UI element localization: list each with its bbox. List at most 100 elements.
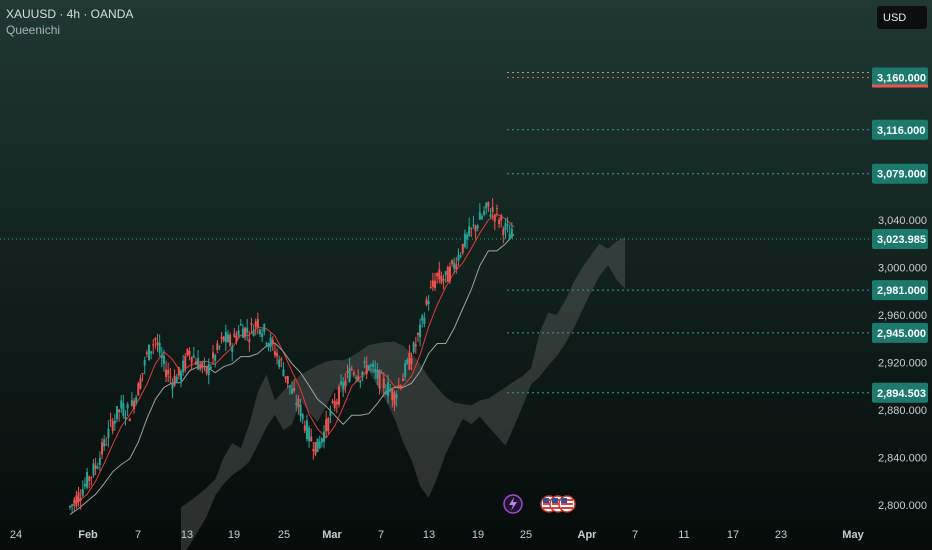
- candle-body: [474, 225, 477, 232]
- level-tag-label: 3,116.000: [877, 125, 925, 137]
- candle-body: [295, 403, 298, 405]
- candle-body: [406, 359, 409, 364]
- current-price-label: 3,023.985: [877, 234, 926, 246]
- candle-body: [504, 223, 507, 230]
- candle-body: [378, 370, 381, 389]
- candle-body: [337, 386, 340, 405]
- candle-body: [508, 234, 511, 240]
- flag-stripe: [561, 507, 573, 509]
- candle-body: [320, 438, 323, 443]
- candle-body: [86, 472, 89, 488]
- candle-body: [145, 352, 148, 354]
- candle-body: [173, 375, 176, 386]
- candle-body: [387, 382, 390, 396]
- candle-body: [498, 219, 501, 224]
- candle-body: [156, 342, 159, 346]
- candle-body: [348, 367, 351, 382]
- candle-body: [73, 499, 76, 504]
- candle-body: [303, 425, 306, 431]
- candle-body: [335, 401, 338, 405]
- candle-body: [399, 385, 402, 389]
- candle-body: [90, 476, 93, 478]
- flag-stripe: [552, 503, 564, 505]
- candle-body: [434, 280, 437, 289]
- candle-body: [491, 207, 494, 212]
- candles: [69, 198, 513, 514]
- currency-button[interactable]: USD: [876, 5, 928, 30]
- candle-body: [410, 358, 413, 364]
- price-axis[interactable]: 2,800.000 2,840.000 2,880.000 2,920.000 2,96…: [872, 67, 928, 513]
- candle-body: [69, 506, 71, 508]
- level-tag: [872, 163, 928, 184]
- current-price-tag: [872, 229, 928, 250]
- candle-body: [105, 444, 108, 446]
- candle-body: [397, 385, 400, 387]
- candle-body: [201, 362, 204, 368]
- candle-body: [207, 363, 210, 376]
- candle-body: [372, 363, 375, 367]
- flag-stripe: [543, 507, 555, 509]
- candle-body: [169, 376, 172, 378]
- candle-body: [177, 367, 180, 376]
- level-tag: [872, 280, 928, 301]
- candle-body: [297, 398, 300, 408]
- candle-body: [363, 361, 366, 364]
- candle-body: [79, 498, 82, 501]
- candle-body: [269, 337, 272, 348]
- time-axis[interactable]: 24 Feb 7 13 19 25 Mar 7 13 19 25 Apr 7 11 17 23 May: [10, 529, 865, 541]
- candle-body: [291, 388, 293, 394]
- candle-body: [355, 377, 358, 379]
- candle-body: [271, 339, 274, 344]
- candle-body: [171, 382, 174, 389]
- candle-body: [489, 214, 492, 217]
- time-tick-label: 23: [775, 529, 787, 541]
- candle-body: [487, 201, 490, 207]
- flag-stripe: [543, 503, 555, 505]
- candle-body: [244, 327, 247, 338]
- flag-stripe: [561, 503, 573, 505]
- candle-body: [118, 409, 121, 413]
- candle-body: [256, 319, 259, 328]
- candle-body: [194, 361, 197, 365]
- candle-body: [442, 278, 445, 281]
- candle-body: [495, 208, 498, 210]
- candle-body: [316, 438, 319, 452]
- time-tick-label: 7: [632, 529, 638, 541]
- time-tick-label: 24: [10, 529, 22, 541]
- candle-body: [448, 266, 451, 282]
- candle-body: [461, 243, 464, 253]
- indicator-name[interactable]: Queenichi: [6, 23, 61, 37]
- time-tick-label: Mar: [322, 529, 342, 541]
- candle-body: [327, 417, 330, 432]
- symbol-title[interactable]: XAUUSD · 4h · OANDA: [6, 7, 134, 21]
- candle-body: [139, 378, 142, 389]
- candle-body: [299, 404, 302, 417]
- candle-body: [500, 215, 503, 221]
- flag-canton: [552, 498, 558, 503]
- candle-body: [130, 400, 133, 406]
- candle-body: [128, 418, 131, 422]
- candle-body: [421, 315, 424, 321]
- level-tag-label: 2,981.000: [877, 285, 926, 297]
- candle-body: [222, 336, 225, 341]
- candle-body: [359, 380, 362, 383]
- candle-body: [438, 269, 441, 280]
- candle-body: [350, 369, 353, 371]
- candle-body: [218, 346, 221, 348]
- level-tag-label: 3,160.000: [877, 73, 926, 85]
- candle-body: [237, 330, 240, 336]
- candle-body: [273, 351, 276, 356]
- candle-body: [154, 338, 157, 341]
- candle-body: [427, 301, 430, 305]
- candle-body: [402, 378, 404, 382]
- candle-body: [470, 227, 473, 229]
- candle-body: [71, 504, 74, 506]
- candle-body: [431, 280, 434, 287]
- candle-body: [451, 260, 454, 264]
- candle-body: [267, 343, 270, 348]
- candle-body: [416, 333, 419, 336]
- time-tick-label: May: [842, 529, 864, 541]
- candle-body: [280, 358, 283, 361]
- candle-body: [226, 334, 229, 343]
